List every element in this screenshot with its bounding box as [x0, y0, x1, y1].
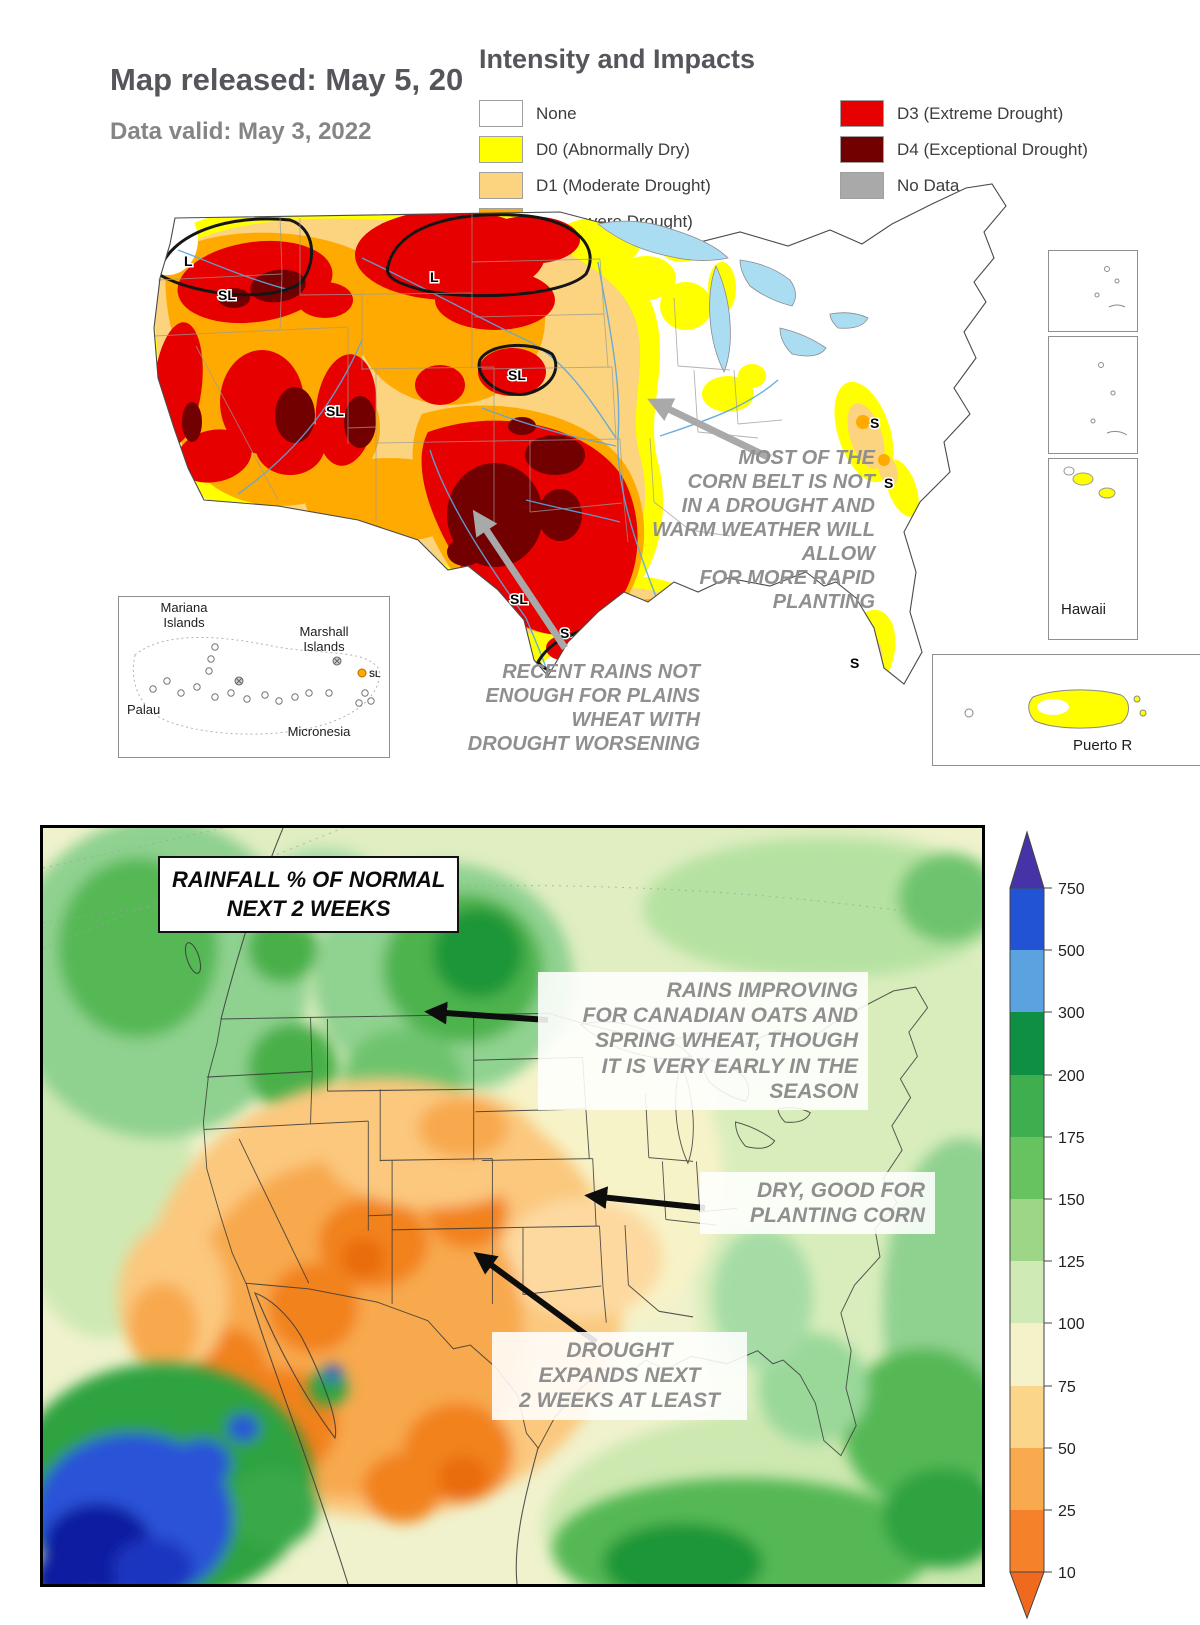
island-markers	[149, 643, 375, 707]
annotation-arrows	[472, 398, 772, 650]
legend-label-nodata: No Data	[897, 175, 960, 195]
no-data-island-markers	[234, 656, 342, 686]
scale-bottom-arrow	[1009, 1571, 1045, 1620]
drought-expands-arrow	[473, 1251, 598, 1345]
alaska-inset-b	[1048, 336, 1138, 454]
legend-label-none: None	[536, 103, 577, 123]
legend-label-d3: D3 (Extreme Drought)	[897, 103, 1064, 123]
legend-label-d0: D0 (Abnormally Dry)	[536, 139, 690, 159]
legend-item-none: None	[479, 100, 711, 127]
forecast-arrows	[424, 1001, 706, 1345]
alaska-inset-a-map	[1094, 266, 1126, 308]
alaska-inset-b-map	[1090, 362, 1128, 436]
scale-tick: 175	[1058, 1130, 1085, 1147]
corn-belt-arrow	[647, 398, 772, 462]
legend-label-d4: D4 (Exceptional Drought)	[897, 139, 1088, 159]
scale-tick: 100	[1058, 1316, 1085, 1333]
puerto-rico-map	[964, 689, 1147, 729]
legend-swatch-none	[479, 100, 523, 127]
scale-tick: 750	[1058, 881, 1085, 898]
puerto-rico-label: Puerto R	[1073, 737, 1133, 754]
legend-swatch-d0	[479, 136, 523, 163]
scale-tick: 500	[1058, 943, 1085, 960]
plains-wheat-annotation: RECENT RAINS NOT ENOUGH FOR PLAINS WHEAT…	[467, 661, 700, 755]
scale-tick: 125	[1058, 1254, 1085, 1271]
area-impact-label: SL	[508, 367, 526, 383]
scale-tick: 25	[1058, 1503, 1076, 1520]
palau-label: Palau	[127, 702, 161, 717]
scale-tick-labels: 750 500 300 200 175 150 125 100 75 50 25…	[1058, 881, 1085, 1582]
rainfall-scale: 750 500 300 200 175 150 125 100 75 50 25…	[1009, 830, 1085, 1620]
legend-swatch-d3	[840, 100, 884, 127]
alaska-inset-a	[1048, 250, 1138, 332]
marshall-islands-label: Marshall Islands	[299, 624, 349, 654]
hawaii-inset-map	[1063, 466, 1116, 499]
puerto-rico-inset: Puerto R	[932, 654, 1200, 766]
legend-item-nodata: No Data	[840, 172, 1088, 199]
drought-expands-annotation: DROUGHT EXPANDS NEXT 2 WEEKS AT LEAST	[492, 1332, 747, 1420]
plains-wheat-arrow	[472, 509, 568, 650]
scale-tick: 10	[1058, 1565, 1076, 1582]
area-impact-label: S	[870, 415, 879, 431]
micronesia-label: Micronesia	[287, 724, 351, 739]
hawaii-label: Hawaii	[1061, 601, 1107, 618]
rivers	[177, 249, 779, 675]
area-impact-labels: L SL L SL SL SL S S S S	[183, 252, 895, 673]
heavy-rain-pacific-areas	[13, 1363, 348, 1603]
drought-island-marker	[357, 668, 367, 678]
legend-title: Intensity and Impacts	[479, 44, 756, 74]
legend-swatch-d1	[479, 172, 523, 199]
area-impact-label: SL	[510, 591, 528, 607]
pacific-islands-map: SL	[132, 636, 381, 735]
canada-rain-arrow	[424, 1001, 549, 1025]
legend-item-d1: D1 (Moderate Drought)	[479, 172, 711, 199]
area-impact-label: SL	[218, 287, 236, 303]
legend-item-d0: D0 (Abnormally Dry)	[479, 136, 711, 163]
area-impact-label: S	[850, 655, 859, 671]
legend-swatch-nodata	[840, 172, 884, 199]
area-impact-label: SL	[326, 403, 344, 419]
corn-dry-annotation: DRY, GOOD FOR PLANTING CORN	[700, 1172, 935, 1235]
scale-top-arrow	[1009, 830, 1045, 889]
drought-map: L SL L SL SL SL S S S S	[153, 183, 1007, 685]
data-valid-heading: Data valid: May 3, 2022	[110, 118, 372, 145]
legend-label-d1: D1 (Moderate Drought)	[536, 175, 711, 195]
legend-column-2: D3 (Extreme Drought) D4 (Exceptional Dro…	[840, 100, 1088, 199]
island-impact-label: SL	[369, 669, 381, 679]
legend-item-d3: D3 (Extreme Drought)	[840, 100, 1088, 127]
scale-tick: 150	[1058, 1192, 1085, 1209]
pacific-islands-inset: SL Mariana Islands Marshall Islands Pala…	[118, 596, 390, 758]
scale-tick: 50	[1058, 1441, 1076, 1458]
canada-rain-annotation: RAINS IMPROVING FOR CANADIAN OATS AND SP…	[538, 972, 868, 1110]
area-impact-label: S	[884, 475, 893, 491]
corn-belt-annotation: MOST OF THE CORN BELT IS NOT IN A DROUGH…	[652, 447, 875, 613]
legend-item-d4: D4 (Exceptional Drought)	[840, 136, 1088, 163]
hawaii-inset: Hawaii	[1048, 458, 1138, 640]
legend-swatch-d4	[840, 136, 884, 163]
area-impact-label: L	[184, 253, 193, 269]
corn-dry-arrow	[584, 1186, 706, 1211]
scale-tick: 300	[1058, 1005, 1085, 1022]
area-impact-label: L	[430, 269, 439, 285]
scale-bar-outline	[1009, 887, 1045, 1573]
scale-tick: 200	[1058, 1068, 1085, 1085]
scale-tick-marks	[1044, 887, 1052, 1573]
forecast-map-title: RAINFALL % OF NORMAL NEXT 2 WEEKS	[158, 856, 460, 934]
scale-tick: 75	[1058, 1379, 1076, 1396]
mariana-islands-label: Mariana Islands	[160, 600, 208, 630]
map-released-heading: Map released: May 5, 20	[110, 62, 464, 97]
